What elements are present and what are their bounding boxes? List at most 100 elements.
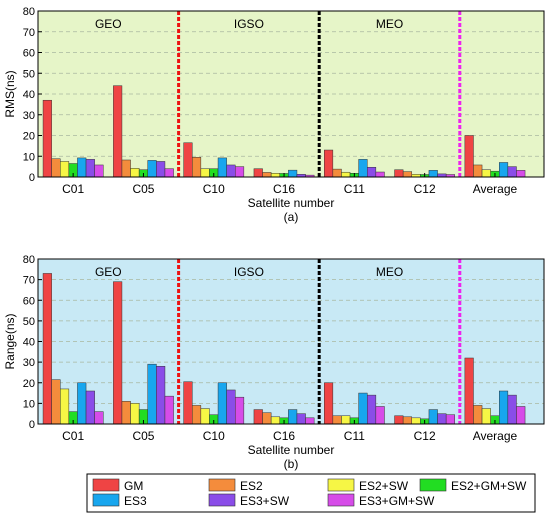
- bar-es3-sw-c01: [85, 390, 95, 425]
- legend-label-gm: GM: [124, 479, 143, 493]
- bar-es3-gm-sw-c10: [235, 166, 245, 178]
- bar-es2-c16: [262, 412, 272, 425]
- region-label: IGSO: [234, 17, 264, 31]
- bar-gm-average: [464, 135, 474, 178]
- y-tick-label: 40: [23, 89, 35, 101]
- bar-es2-sw-c11: [341, 415, 351, 425]
- legend-swatch-es3: [92, 493, 120, 507]
- bar-es3-c12: [428, 170, 438, 178]
- y-tick-label: 70: [23, 275, 35, 287]
- region-label: GEO: [95, 265, 122, 279]
- bar-es3-c16: [288, 169, 298, 178]
- bar-es3-gm-sw-c01: [94, 411, 104, 425]
- x-tick-label: C12: [414, 182, 436, 196]
- bar-es3-gm-sw-c05: [164, 168, 174, 178]
- x-axis-label: Satellite number: [248, 443, 335, 457]
- x-tick-label: C16: [273, 429, 295, 443]
- bar-es3-sw-c16: [296, 413, 306, 425]
- legend-swatch-es3-gm-sw: [327, 493, 355, 507]
- legend-label-es2-gm-sw: ES2+GM+SW: [451, 479, 527, 493]
- bar-es2-c10: [192, 405, 202, 425]
- bar-es3-gm-sw-c16: [305, 417, 315, 425]
- bar-es3-c16: [288, 409, 298, 425]
- x-tick-label: C16: [273, 182, 295, 196]
- x-tick-label: C05: [132, 182, 154, 196]
- y-tick-label: 10: [23, 151, 35, 163]
- y-tick-label: 80: [23, 254, 35, 266]
- legend-swatch-es2-sw: [327, 478, 355, 492]
- y-tick-label: 70: [23, 27, 35, 39]
- bar-es2-c12: [402, 171, 412, 178]
- bar-es3-gm-sw-average: [516, 406, 526, 425]
- bar-es2-sw-c01: [60, 161, 70, 178]
- y-tick-label: 50: [23, 68, 35, 80]
- bar-es2-c11: [332, 168, 342, 178]
- bar-es2-c01: [51, 158, 61, 178]
- bar-es3-sw-c01: [85, 159, 95, 178]
- bar-es3-c11: [358, 392, 368, 425]
- panel-label: (a): [284, 210, 299, 224]
- bar-gm-c05: [113, 281, 123, 425]
- y-tick-label: 80: [23, 6, 35, 18]
- x-tick-label: C10: [203, 182, 225, 196]
- y-tick-label: 60: [23, 295, 35, 307]
- bar-es3-gm-sw-c11: [375, 171, 385, 178]
- bar-es3-average: [499, 162, 509, 178]
- bar-es2-average: [473, 405, 483, 425]
- bar-es3-c10: [217, 382, 227, 425]
- bar-gm-c16: [253, 168, 263, 178]
- bar-gm-c01: [42, 99, 52, 178]
- bar-es3-sw-c10: [226, 389, 236, 425]
- legend-label-es3-gm-sw: ES3+GM+SW: [359, 494, 435, 508]
- bar-es3-gm-sw-c12: [445, 414, 455, 425]
- y-axis-label: Range(ns): [3, 313, 17, 369]
- x-tick-label: C11: [344, 182, 365, 196]
- legend: GM ES2 ES2+SW ES2+GM+SW ES3 ES3+SW ES3+GM+SW: [86, 473, 536, 513]
- bar-gm-c10: [183, 142, 193, 178]
- chart-panel-a: GEO IGSO MEO 0 10 20 30 40 50 60 70 80 C01 C05 C10 C16 C…: [3, 6, 545, 224]
- bar-es2-sw-c12: [411, 417, 421, 425]
- x-tick-label: C05: [132, 429, 154, 443]
- bar-es2-c05: [121, 159, 131, 178]
- bar-es3-c10: [217, 157, 227, 178]
- x-tick-label: C01: [62, 429, 84, 443]
- bar-es3-gm-sw-average: [516, 170, 526, 178]
- bar-es2-c01: [51, 379, 61, 425]
- bar-es3-sw-average: [507, 394, 517, 425]
- x-tick-label: Average: [473, 182, 518, 196]
- bar-es2-sw-c01: [60, 388, 70, 425]
- legend-label-es3-sw: ES3+SW: [240, 494, 290, 508]
- bar-es2-c05: [121, 401, 131, 425]
- y-tick-label: 10: [23, 398, 35, 410]
- bar-es2-sw-c16: [270, 173, 280, 178]
- bar-es3-sw-c12: [437, 413, 447, 425]
- x-tick-label: C01: [62, 182, 84, 196]
- bar-gm-c11: [324, 382, 334, 425]
- legend-swatch-es3-sw: [208, 493, 236, 507]
- bar-es3-gm-sw-c05: [164, 395, 174, 425]
- bar-es3-c11: [358, 159, 368, 178]
- x-tick-label: C11: [344, 429, 365, 443]
- bar-es3-sw-c11: [367, 394, 377, 425]
- bar-gm-c16: [253, 409, 263, 425]
- bar-es2-c16: [262, 172, 272, 178]
- legend-box: [86, 473, 536, 513]
- bar-es2-c10: [192, 157, 202, 178]
- bar-es3-c12: [428, 409, 438, 425]
- bar-es2-sw-c10: [200, 168, 210, 178]
- region-label: GEO: [95, 17, 122, 31]
- x-tick-label: Average: [473, 429, 518, 443]
- x-tick-label: C12: [414, 429, 436, 443]
- bar-gm-c11: [324, 149, 334, 178]
- bar-gm-c12: [394, 169, 404, 178]
- y-tick-label: 20: [23, 378, 35, 390]
- bar-es2-sw-average: [481, 408, 491, 425]
- legend-swatch-es2: [208, 478, 236, 492]
- y-tick-label: 0: [29, 419, 35, 431]
- bar-gm-average: [464, 357, 474, 425]
- legend-label-es3: ES3: [124, 494, 147, 508]
- region-label: MEO: [376, 17, 403, 31]
- region-label: MEO: [376, 265, 403, 279]
- panel-label: (b): [284, 457, 299, 471]
- bar-gm-c01: [42, 273, 52, 425]
